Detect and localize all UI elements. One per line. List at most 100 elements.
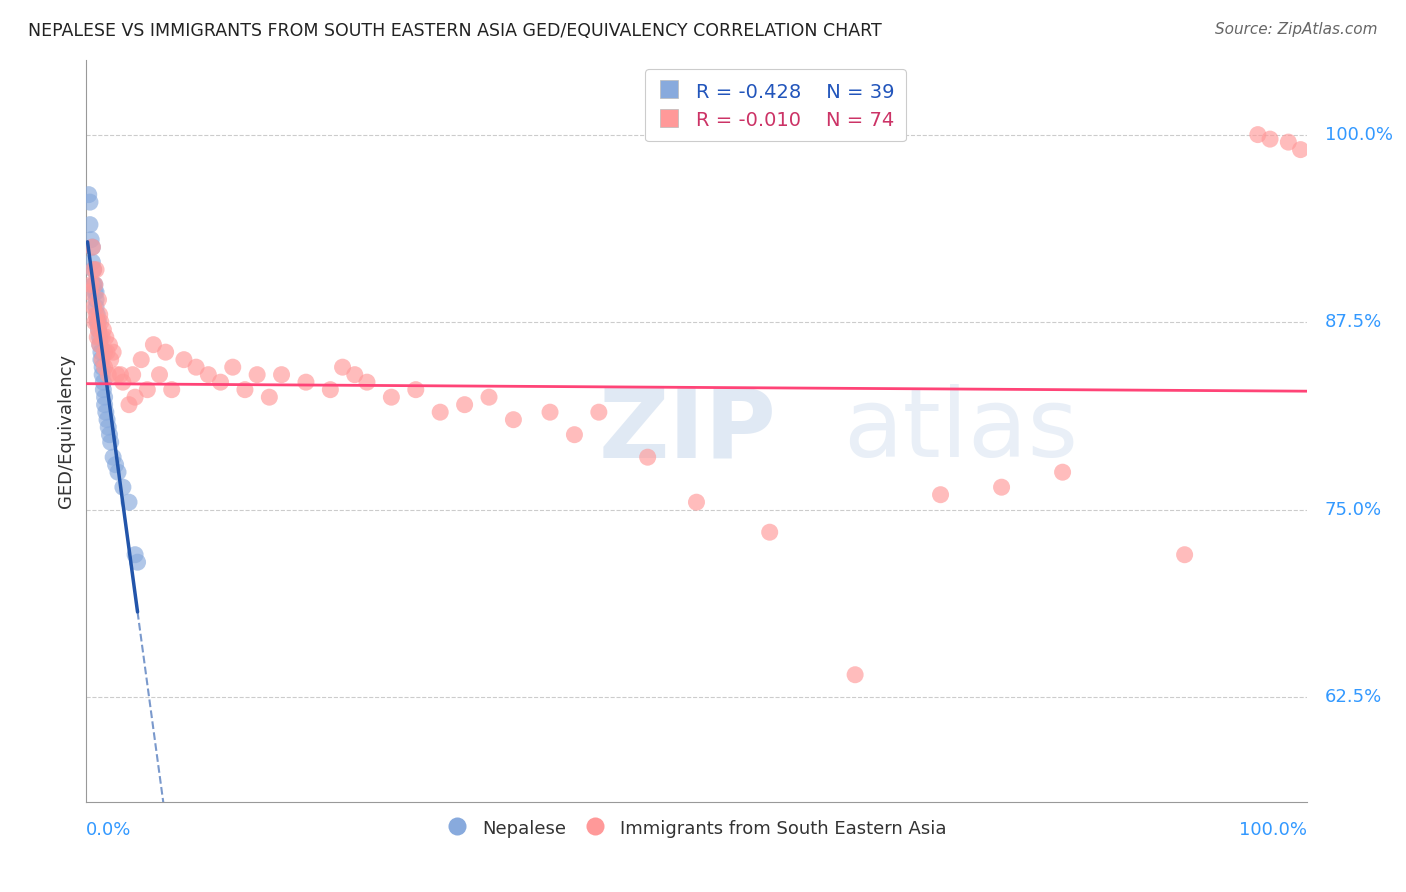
Text: 62.5%: 62.5% xyxy=(1324,689,1382,706)
Point xyxy=(89,337,111,351)
Point xyxy=(94,405,117,419)
Point xyxy=(502,412,524,426)
Point xyxy=(356,375,378,389)
Point xyxy=(124,548,146,562)
Point xyxy=(453,398,475,412)
Point xyxy=(80,277,103,292)
Point xyxy=(758,525,780,540)
Point xyxy=(84,300,107,314)
Point xyxy=(86,315,108,329)
Point xyxy=(83,262,105,277)
Point xyxy=(1247,128,1270,142)
Point xyxy=(343,368,366,382)
Point xyxy=(87,293,110,307)
Point xyxy=(87,323,110,337)
Point xyxy=(84,285,107,300)
Point xyxy=(84,262,107,277)
Point xyxy=(319,383,342,397)
Point xyxy=(98,337,121,351)
Point xyxy=(107,465,129,479)
Point xyxy=(233,383,256,397)
Point xyxy=(1174,548,1197,562)
Point xyxy=(160,383,183,397)
Point xyxy=(86,330,108,344)
Point xyxy=(929,488,952,502)
Point xyxy=(89,308,111,322)
Point xyxy=(98,427,121,442)
Point xyxy=(118,398,141,412)
Point xyxy=(93,398,115,412)
Point xyxy=(295,375,318,389)
Point xyxy=(82,240,104,254)
Text: NEPALESE VS IMMIGRANTS FROM SOUTH EASTERN ASIA GED/EQUIVALENCY CORRELATION CHART: NEPALESE VS IMMIGRANTS FROM SOUTH EASTER… xyxy=(28,22,882,40)
Point xyxy=(1258,132,1281,146)
Point xyxy=(83,315,105,329)
Y-axis label: GED/Equivalency: GED/Equivalency xyxy=(58,354,75,508)
Point xyxy=(209,375,232,389)
Point xyxy=(588,405,610,419)
Point xyxy=(86,308,108,322)
Point xyxy=(86,315,108,329)
Point xyxy=(429,405,451,419)
Point xyxy=(101,345,124,359)
Point xyxy=(79,285,101,300)
Point xyxy=(844,667,866,681)
Point xyxy=(101,450,124,465)
Point xyxy=(93,383,115,397)
Point xyxy=(87,315,110,329)
Text: 0.0%: 0.0% xyxy=(86,821,132,838)
Point xyxy=(100,352,122,367)
Point xyxy=(89,337,111,351)
Point xyxy=(87,323,110,337)
Point xyxy=(1052,465,1074,479)
Point xyxy=(82,240,104,254)
Point xyxy=(91,352,114,367)
Point xyxy=(110,368,132,382)
Point xyxy=(90,352,112,367)
Text: 87.5%: 87.5% xyxy=(1324,313,1382,331)
Point xyxy=(93,360,115,375)
Point xyxy=(90,315,112,329)
Point xyxy=(118,495,141,509)
Point xyxy=(83,277,105,292)
Point xyxy=(77,187,100,202)
Point xyxy=(97,368,120,382)
Point xyxy=(478,390,501,404)
Point xyxy=(685,495,707,509)
Point xyxy=(97,420,120,434)
Point xyxy=(121,368,143,382)
Point xyxy=(79,195,101,210)
Point xyxy=(91,330,114,344)
Point xyxy=(82,255,104,269)
Point xyxy=(83,277,105,292)
Text: Source: ZipAtlas.com: Source: ZipAtlas.com xyxy=(1215,22,1378,37)
Point xyxy=(91,360,114,375)
Point xyxy=(564,427,586,442)
Point xyxy=(246,368,269,382)
Point xyxy=(96,412,118,426)
Point xyxy=(105,368,128,382)
Text: atlas: atlas xyxy=(844,384,1078,477)
Point xyxy=(184,360,207,375)
Point xyxy=(148,368,170,382)
Point xyxy=(332,360,354,375)
Point xyxy=(197,368,219,382)
Point xyxy=(111,375,134,389)
Point xyxy=(222,360,245,375)
Point xyxy=(83,300,105,314)
Text: 100.0%: 100.0% xyxy=(1324,126,1393,144)
Point xyxy=(84,293,107,307)
Point xyxy=(637,450,659,465)
Point xyxy=(405,383,427,397)
Point xyxy=(93,375,115,389)
Point xyxy=(270,368,292,382)
Point xyxy=(96,345,118,359)
Point xyxy=(155,345,177,359)
Point xyxy=(124,390,146,404)
Point xyxy=(93,390,115,404)
Point xyxy=(79,218,101,232)
Point xyxy=(142,337,165,351)
Text: 100.0%: 100.0% xyxy=(1239,821,1306,838)
Point xyxy=(94,330,117,344)
Point xyxy=(127,555,149,569)
